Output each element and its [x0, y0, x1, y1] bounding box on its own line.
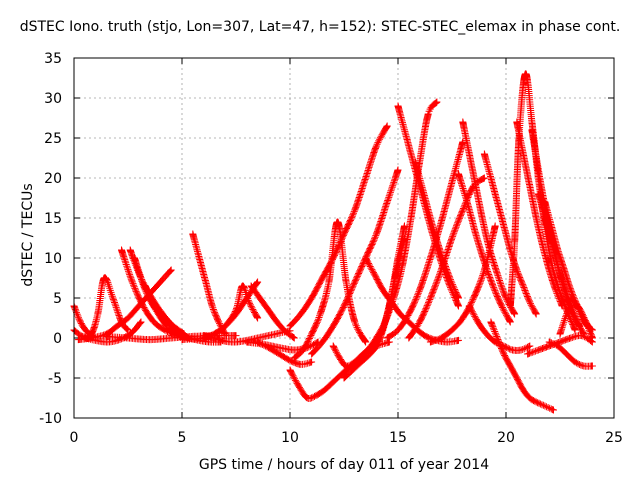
data-point-markers	[118, 246, 192, 342]
chart-title: dSTEC Iono. truth (stjo, Lon=307, Lat=47…	[19, 19, 621, 35]
series-arc-30	[455, 170, 514, 326]
series-arc-20	[308, 166, 402, 358]
series-arc-29	[426, 222, 499, 346]
data-point-markers	[355, 98, 441, 362]
data-point-markers	[247, 282, 298, 342]
y-tick-label: 20	[44, 171, 62, 187]
data-marks	[70, 70, 596, 414]
x-tick-label: 0	[70, 430, 79, 446]
y-tick-label: -10	[39, 411, 62, 427]
series-arc-05	[118, 246, 192, 342]
data-point-markers	[290, 218, 370, 362]
x-tick-label: 25	[605, 430, 623, 446]
data-point-markers	[567, 294, 596, 334]
data-point-markers	[383, 138, 467, 342]
y-tick-label: -5	[48, 371, 62, 387]
data-point-markers	[411, 158, 462, 302]
series-arc-14	[247, 282, 298, 342]
series-arc-27	[405, 174, 488, 342]
data-point-markers	[74, 266, 175, 344]
y-tick-label: 5	[53, 291, 62, 307]
data-point-markers	[487, 318, 557, 414]
data-point-markers	[524, 332, 596, 358]
x-tick-label: 5	[178, 430, 187, 446]
y-tick-label: 10	[44, 251, 62, 267]
series-arc-34	[487, 318, 557, 414]
series-arc-31	[459, 118, 519, 318]
series-arc-23	[355, 98, 441, 362]
data-point-markers	[459, 118, 519, 318]
data-point-markers	[513, 118, 566, 310]
series-arc-43	[567, 294, 596, 334]
y-tick-label: 35	[44, 51, 62, 67]
series-arc-36	[513, 118, 566, 310]
series-arc-26	[383, 138, 467, 342]
plot-frame	[73, 57, 615, 419]
x-axis-label: GPS time / hours of day 011 of year 2014	[198, 457, 490, 473]
series-arc-28	[411, 158, 462, 302]
x-tick-label: 15	[389, 430, 407, 446]
y-tick-label: 15	[44, 211, 62, 227]
series-arc-02	[70, 274, 132, 341]
data-point-markers	[405, 174, 488, 342]
data-point-markers	[70, 274, 132, 341]
y-tick-label: 0	[53, 331, 62, 347]
data-point-markers	[189, 230, 229, 338]
data-point-markers	[455, 170, 514, 326]
series-arc-19	[290, 218, 370, 362]
series-arc-42	[524, 332, 596, 358]
x-tick-label: 10	[281, 430, 299, 446]
data-point-markers	[308, 166, 402, 358]
y-tick-label: 30	[44, 91, 62, 107]
series-arc-03	[74, 266, 175, 344]
y-tick-label: 25	[44, 131, 62, 147]
x-tick-label: 20	[497, 430, 515, 446]
axis-ticks: -10 -5 0 5 10 15 20 25 30 35 0 5 10 15 20 25	[39, 51, 623, 446]
data-point-markers	[426, 222, 499, 346]
series-arc-10	[189, 230, 229, 338]
